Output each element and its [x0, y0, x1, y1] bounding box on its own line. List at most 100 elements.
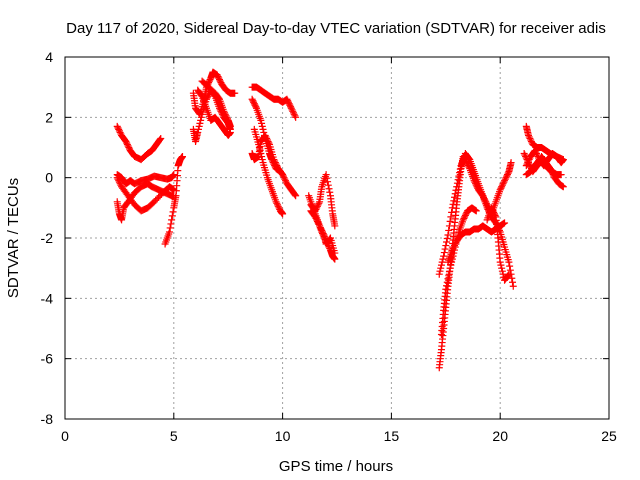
data-point [497, 261, 505, 269]
data-point [312, 214, 320, 222]
data-point [503, 172, 511, 180]
data-point [325, 185, 333, 193]
data-point [272, 198, 280, 206]
data-point [521, 151, 529, 159]
data-point [250, 100, 258, 108]
data-point [258, 122, 266, 130]
data-point [279, 171, 287, 179]
data-point [456, 165, 464, 173]
data-point [274, 201, 282, 209]
data-point [279, 210, 287, 218]
data-point [532, 150, 540, 158]
data-point [275, 204, 283, 212]
data-point [252, 103, 260, 111]
data-point [509, 282, 517, 290]
data-series [194, 86, 234, 139]
data-point [496, 258, 504, 266]
data-point [472, 181, 480, 189]
data-point [471, 178, 479, 186]
data-point [261, 131, 269, 139]
data-point [490, 208, 498, 216]
data-point [527, 136, 535, 144]
data-point [501, 175, 509, 183]
data-point [326, 188, 334, 196]
data-point [448, 246, 456, 254]
data-point [506, 262, 514, 270]
x-tick-label: 0 [61, 428, 69, 444]
data-series [250, 125, 287, 218]
data-point [464, 162, 472, 170]
data-point [123, 140, 131, 148]
data-point [318, 226, 326, 234]
data-point [489, 207, 497, 215]
data-point [314, 219, 322, 227]
x-tick-label: 10 [275, 428, 291, 444]
data-point [447, 213, 455, 221]
data-point [462, 210, 470, 218]
data-point [441, 245, 449, 253]
data-series [113, 174, 178, 215]
data-point [532, 148, 540, 156]
data-series [198, 77, 234, 130]
y-tick-label: 2 [45, 109, 53, 125]
data-point [491, 211, 499, 219]
data-point [262, 133, 270, 141]
data-point [460, 214, 468, 222]
data-point [115, 177, 123, 185]
data-point [465, 163, 473, 171]
y-tick-label: 0 [45, 170, 53, 186]
data-point [123, 139, 131, 147]
data-point [445, 268, 453, 276]
data-point [450, 243, 458, 251]
data-point [451, 242, 459, 250]
data-point [505, 258, 513, 266]
data-point [195, 122, 203, 130]
data-point [283, 95, 291, 103]
data-point [221, 110, 229, 118]
data-point [482, 199, 490, 207]
data-point [168, 216, 176, 224]
data-point [444, 275, 452, 283]
data-point [318, 228, 326, 236]
data-point [197, 116, 205, 124]
data-point [449, 245, 457, 253]
data-point [524, 131, 532, 139]
data-point [451, 240, 459, 248]
data-point [251, 101, 259, 109]
data-point [455, 172, 463, 180]
data-point [498, 181, 506, 189]
data-point [533, 151, 541, 159]
data-point [250, 98, 258, 106]
data-point [443, 238, 451, 246]
data-point [292, 192, 300, 200]
data-point [274, 202, 282, 210]
data-point [449, 200, 457, 208]
data-series [522, 156, 565, 179]
data-point [436, 267, 444, 275]
data-point [226, 122, 234, 130]
data-point [448, 204, 456, 212]
data-point [443, 282, 451, 290]
data-point [280, 174, 288, 182]
data-point [456, 169, 464, 177]
data-point [454, 176, 462, 184]
data-point [156, 135, 164, 143]
y-tick-label: -4 [41, 290, 54, 306]
data-series [248, 131, 300, 200]
data-point [440, 249, 448, 257]
data-point [480, 195, 488, 203]
x-tick-label: 5 [170, 428, 178, 444]
data-point [282, 177, 290, 185]
data-point [284, 97, 292, 105]
data-point [484, 202, 492, 210]
data-point [157, 134, 165, 142]
data-point [256, 147, 264, 155]
data-point [443, 278, 451, 286]
data-point [248, 95, 256, 103]
data-point [331, 249, 339, 257]
data-point [316, 222, 324, 230]
data-point [215, 74, 223, 82]
data-point [255, 144, 263, 151]
data-point [313, 216, 321, 224]
